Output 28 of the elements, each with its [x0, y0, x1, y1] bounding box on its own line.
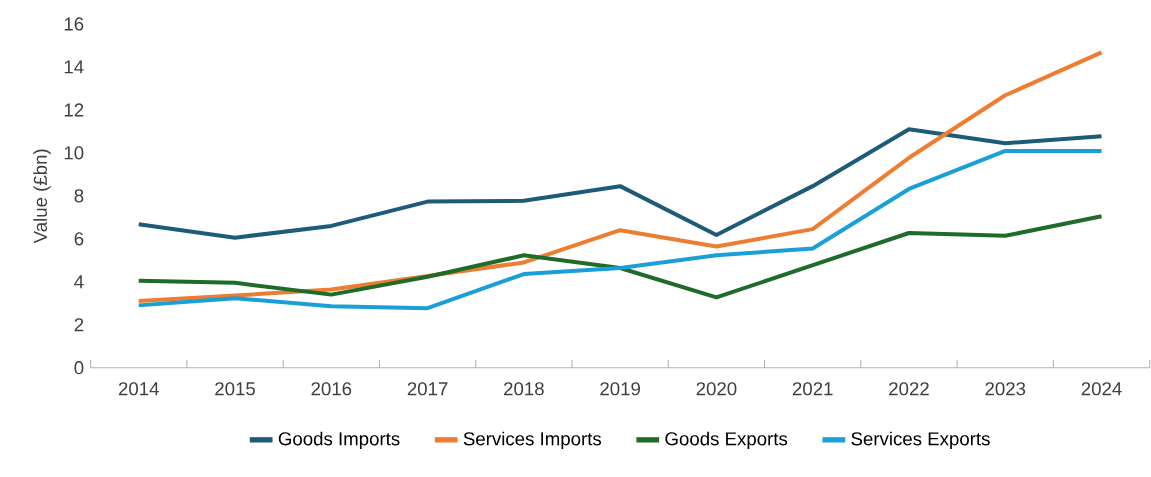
y-tick-label: 16 — [64, 17, 84, 31]
y-tick-label: 6 — [74, 232, 84, 246]
legend-label: Services Exports — [851, 431, 990, 450]
line-series — [136, 127, 1104, 240]
x-tick-label: 2020 — [696, 382, 737, 396]
y-tick-label: 14 — [64, 60, 84, 74]
legend-label: Goods Imports — [278, 431, 400, 450]
line-series — [136, 50, 1104, 304]
x-tick-label: 2021 — [792, 382, 833, 396]
x-tick-label: 2017 — [407, 382, 448, 396]
x-tick-label: 2018 — [504, 382, 544, 396]
y-tick-label: 8 — [74, 189, 84, 203]
y-tick-label: 2 — [74, 318, 84, 332]
y-tick-label: 12 — [64, 103, 84, 117]
x-tick-label: 2016 — [311, 382, 352, 396]
y-axis-title: Value (£bn) — [33, 149, 51, 244]
x-tick-label: 2019 — [600, 382, 640, 396]
y-tick-label: 0 — [74, 361, 84, 375]
legend-label: Services Imports — [463, 431, 602, 450]
x-tick-label: 2015 — [215, 382, 255, 396]
x-tick-label: 2023 — [985, 382, 1026, 396]
x-tick-label: 2022 — [889, 382, 929, 396]
line-series — [136, 148, 1104, 311]
x-tick-label: 2014 — [118, 382, 159, 396]
y-tick-label: 10 — [64, 146, 84, 160]
x-tick-label: 2024 — [1081, 382, 1122, 396]
legend-label: Goods Exports — [665, 431, 788, 450]
y-tick-label: 4 — [74, 275, 84, 289]
